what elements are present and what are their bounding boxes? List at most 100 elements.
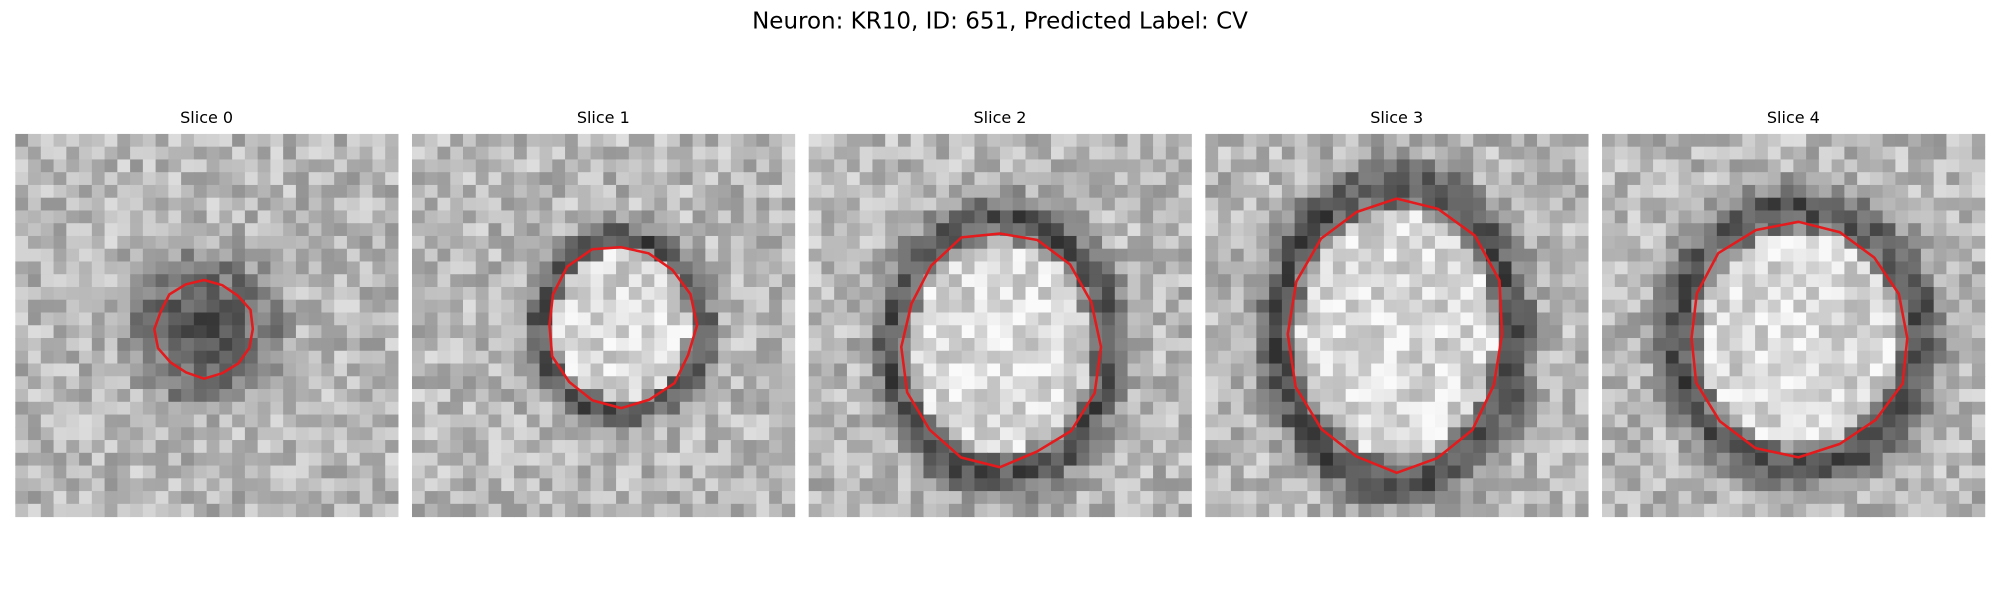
image-pixel xyxy=(501,376,515,390)
image-pixel xyxy=(346,389,361,403)
image-pixel xyxy=(155,210,169,224)
image-pixel xyxy=(1524,452,1538,467)
image-pixel xyxy=(885,503,899,518)
image-pixel xyxy=(1665,350,1680,365)
image-pixel xyxy=(475,491,490,505)
image-pixel xyxy=(1678,376,1692,390)
image-pixel xyxy=(1127,452,1141,467)
image-pixel xyxy=(334,465,348,479)
image-pixel xyxy=(1076,389,1090,403)
image-pixel xyxy=(1665,491,1680,505)
image-pixel xyxy=(590,210,604,224)
image-pixel xyxy=(463,159,477,173)
image-pixel xyxy=(910,146,924,160)
image-pixel xyxy=(1640,465,1654,479)
image-pixel xyxy=(1793,312,1807,326)
image-pixel xyxy=(346,427,361,441)
image-pixel xyxy=(1908,452,1922,467)
image-pixel xyxy=(1281,389,1296,403)
image-pixel xyxy=(501,478,515,492)
image-pixel xyxy=(1076,210,1090,224)
image-pixel xyxy=(552,261,566,275)
image-pixel xyxy=(526,299,541,314)
image-pixel xyxy=(117,210,131,224)
image-pixel xyxy=(1089,184,1103,199)
image-pixel xyxy=(603,286,617,301)
image-pixel xyxy=(1345,312,1359,326)
image-pixel xyxy=(1473,325,1487,339)
image-pixel xyxy=(475,414,490,428)
image-pixel xyxy=(859,159,873,173)
image-pixel xyxy=(40,235,55,250)
image-pixel xyxy=(1114,235,1129,250)
image-pixel xyxy=(603,133,617,148)
image-pixel xyxy=(1793,478,1807,492)
image-pixel xyxy=(1640,274,1654,288)
image-pixel xyxy=(1165,133,1180,148)
image-pixel xyxy=(1051,478,1065,492)
image-pixel xyxy=(1920,248,1935,262)
image-pixel xyxy=(539,350,553,365)
image-pixel xyxy=(1882,465,1896,479)
image-pixel xyxy=(1793,363,1807,377)
image-pixel xyxy=(66,172,80,186)
image-pixel xyxy=(155,286,169,301)
image-pixel xyxy=(846,376,861,390)
image-pixel xyxy=(1422,491,1436,505)
image-pixel xyxy=(974,401,988,416)
image-pixel xyxy=(1511,350,1525,365)
image-pixel xyxy=(219,389,233,403)
image-pixel xyxy=(1422,427,1436,441)
image-pixel xyxy=(1127,503,1141,518)
image-pixel xyxy=(1614,503,1629,518)
image-pixel xyxy=(142,235,157,250)
image-pixel xyxy=(1971,376,1986,390)
image-pixel xyxy=(834,376,848,390)
image-pixel xyxy=(808,503,822,518)
image-pixel xyxy=(1780,210,1794,224)
image-pixel xyxy=(257,389,271,403)
image-pixel xyxy=(897,427,912,441)
image-pixel xyxy=(1665,159,1680,173)
image-pixel xyxy=(1076,172,1090,186)
image-pixel xyxy=(1895,503,1909,518)
image-pixel xyxy=(1140,197,1154,211)
image-pixel xyxy=(437,427,451,441)
image-pixel xyxy=(1447,465,1461,479)
image-pixel xyxy=(1933,274,1947,288)
image-pixel xyxy=(859,350,873,365)
image-pixel xyxy=(590,133,604,148)
image-pixel xyxy=(40,478,55,492)
image-pixel xyxy=(295,350,310,365)
image-pixel xyxy=(334,223,348,237)
image-pixel xyxy=(923,401,937,416)
image-pixel xyxy=(155,261,169,275)
image-pixel xyxy=(257,172,271,186)
image-pixel xyxy=(808,146,822,160)
image-pixel xyxy=(1562,427,1576,441)
image-pixel xyxy=(885,363,899,377)
image-pixel xyxy=(1000,414,1014,428)
image-pixel xyxy=(1127,299,1141,314)
image-pixel xyxy=(1691,210,1705,224)
image-pixel xyxy=(1434,363,1449,377)
image-pixel xyxy=(1755,159,1769,173)
image-pixel xyxy=(1153,440,1167,454)
image-pixel xyxy=(1051,338,1065,352)
image-pixel xyxy=(1025,350,1039,365)
image-pixel xyxy=(1895,197,1909,211)
image-pixel xyxy=(961,401,975,416)
image-pixel xyxy=(1831,350,1845,365)
image-pixel xyxy=(1269,389,1283,403)
image-pixel xyxy=(923,184,937,199)
image-pixel xyxy=(219,452,233,467)
image-pixel xyxy=(1857,223,1871,237)
image-pixel xyxy=(1895,133,1909,148)
image-pixel xyxy=(705,146,719,160)
image-pixel xyxy=(667,491,681,505)
image-pixel xyxy=(1562,159,1576,173)
image-pixel xyxy=(885,465,899,479)
image-pixel xyxy=(730,363,745,377)
image-pixel xyxy=(1205,312,1219,326)
image-pixel xyxy=(104,235,118,250)
